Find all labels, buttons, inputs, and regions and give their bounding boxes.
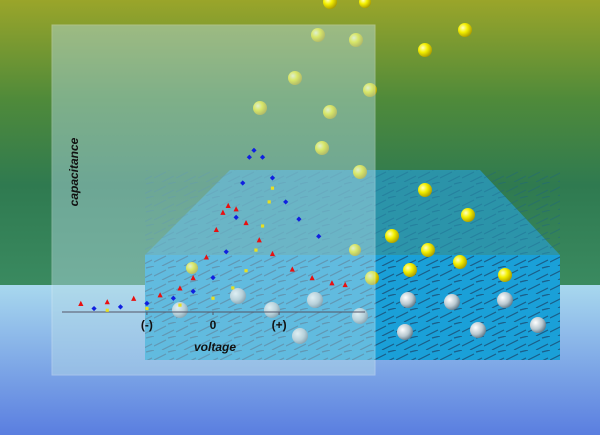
electrode-texture-top <box>145 170 560 360</box>
data-point <box>296 216 302 222</box>
data-point <box>269 175 276 181</box>
data-point <box>243 219 249 226</box>
data-point <box>145 306 149 311</box>
data-point <box>210 275 216 281</box>
data-point <box>316 233 322 239</box>
data-point <box>170 295 176 301</box>
data-point <box>203 254 209 260</box>
data-point <box>256 237 262 243</box>
data-point <box>213 226 219 233</box>
data-point <box>260 224 265 228</box>
data-point <box>233 206 239 212</box>
data-point <box>251 147 257 153</box>
y-axis-label: capacitance <box>67 137 81 206</box>
data-point <box>157 292 163 298</box>
data-point <box>254 248 258 252</box>
data-point <box>220 209 226 215</box>
data-point <box>267 200 271 204</box>
data-point <box>269 250 276 257</box>
data-point <box>309 275 315 281</box>
data-point <box>289 266 295 272</box>
data-point <box>91 305 97 312</box>
data-point <box>231 286 235 290</box>
ions <box>172 0 546 344</box>
data-point <box>244 269 248 273</box>
data-point <box>246 154 252 160</box>
data-point <box>144 300 150 306</box>
data-point <box>240 180 246 186</box>
data-point <box>283 199 289 205</box>
data-point <box>78 300 84 306</box>
x-tick-label: (-) <box>141 318 153 332</box>
chart-panel <box>51 24 376 376</box>
data-point <box>225 202 231 208</box>
data-point <box>270 186 275 190</box>
data-point <box>177 285 183 291</box>
data-point <box>190 288 196 294</box>
x-tick-label: (+) <box>272 318 287 332</box>
data-point <box>259 154 266 160</box>
data-point <box>178 303 182 307</box>
x-axis-label: voltage <box>194 340 236 354</box>
x-tick-label: 0 <box>210 318 217 332</box>
data-point <box>342 281 348 288</box>
data-point <box>233 214 239 220</box>
data-point <box>104 299 110 305</box>
data-point <box>105 308 109 312</box>
data-point <box>211 296 215 300</box>
data-point <box>117 304 124 310</box>
data-point <box>329 280 335 286</box>
data-point <box>190 275 196 281</box>
data-point <box>223 249 229 255</box>
plot: (-) 0 (+) <box>78 147 348 332</box>
data-point <box>131 295 137 301</box>
